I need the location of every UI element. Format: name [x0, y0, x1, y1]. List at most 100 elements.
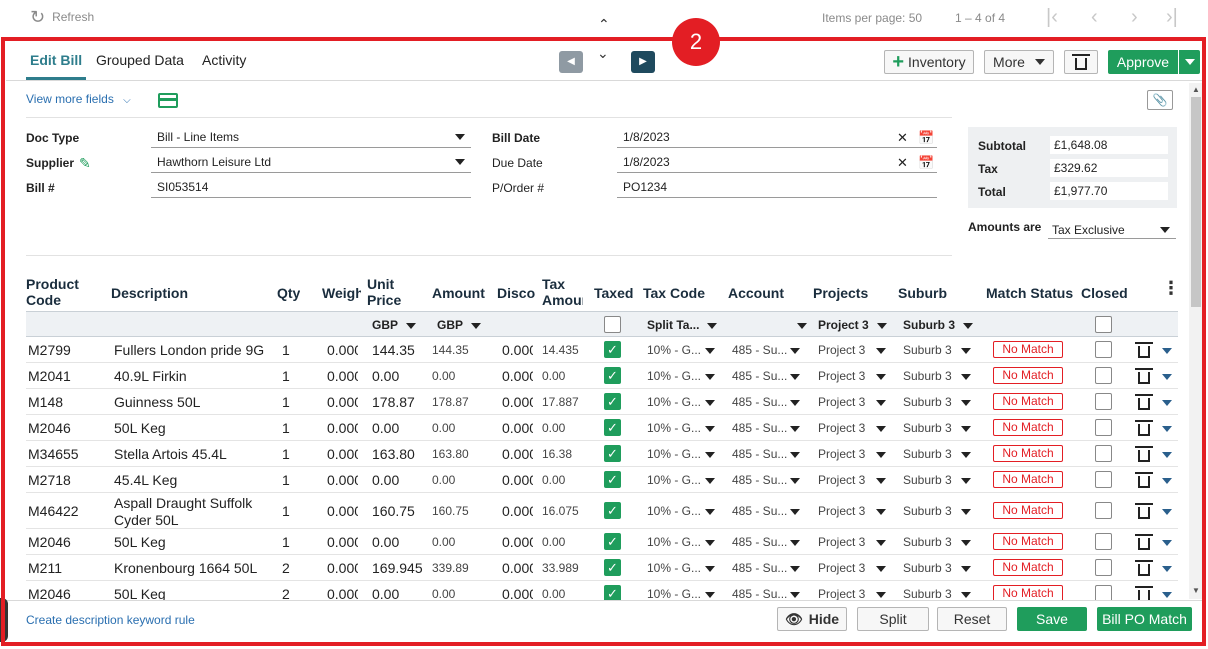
- closed-checkbox[interactable]: [1095, 533, 1112, 550]
- col-taxed[interactable]: Taxed: [594, 285, 634, 301]
- collapse-up-icon[interactable]: ⌃: [598, 16, 610, 32]
- table-row[interactable]: M2046 50L Keg 2 0.000 0.00 0.00 0.000 0.00 ✓ 10% …: [26, 581, 1178, 600]
- match-status-badge[interactable]: No Match: [993, 393, 1063, 410]
- supplier-select[interactable]: Hawthorn Leisure Ltd: [151, 151, 471, 173]
- attachment-button[interactable]: 📎: [1147, 90, 1173, 110]
- pencil-icon[interactable]: ✎: [79, 155, 91, 171]
- first-page-icon[interactable]: |‹: [1046, 6, 1058, 28]
- closed-checkbox[interactable]: [1095, 367, 1112, 384]
- col-description[interactable]: Description: [111, 285, 189, 301]
- taxed-checkbox[interactable]: ✓: [604, 533, 621, 550]
- match-status-badge[interactable]: No Match: [993, 341, 1063, 358]
- table-row[interactable]: M148 Guinness 50L 1 0.000 178.87 178.87 0.000 1…: [26, 389, 1178, 415]
- taxed-checkbox[interactable]: ✓: [604, 393, 621, 410]
- delete-row-icon[interactable]: [1135, 342, 1153, 358]
- account-select[interactable]: 485 - Su...: [732, 504, 800, 518]
- table-row[interactable]: M2046 50L Keg 1 0.000 0.00 0.00 0.000 0.00 ✓ 10% …: [26, 529, 1178, 555]
- closed-checkbox[interactable]: [1095, 341, 1112, 358]
- due-date-input[interactable]: 1/8/2023: [617, 151, 937, 173]
- expand-down-icon[interactable]: ⌄: [597, 45, 609, 61]
- delete-row-icon[interactable]: [1135, 394, 1153, 410]
- account-select[interactable]: 485 - Su...: [732, 343, 800, 357]
- reset-button[interactable]: Reset: [937, 607, 1007, 631]
- table-row[interactable]: M2046 50L Keg 1 0.000 0.00 0.00 0.000 0.00 ✓ 10% …: [26, 415, 1178, 441]
- previous-bill-button[interactable]: ◀: [559, 51, 583, 73]
- bill-po-match-button[interactable]: Bill PO Match: [1097, 607, 1192, 631]
- col-qty[interactable]: Qty: [277, 285, 301, 301]
- unit-price-currency-filter[interactable]: GBP: [372, 318, 417, 332]
- tax-code-select[interactable]: 10% - G...: [647, 587, 715, 600]
- split-button[interactable]: Split: [857, 607, 929, 631]
- tab-grouped-data[interactable]: Grouped Data: [96, 52, 184, 68]
- account-select[interactable]: 485 - Su...: [732, 447, 800, 461]
- match-status-badge[interactable]: No Match: [993, 585, 1063, 600]
- create-rule-link[interactable]: Create description keyword rule: [26, 613, 195, 627]
- suburb-select[interactable]: Suburb 3: [903, 473, 971, 487]
- items-per-page[interactable]: Items per page: 50: [822, 11, 922, 25]
- col-match-status[interactable]: Match Status: [986, 285, 1074, 301]
- prev-page-icon[interactable]: ‹: [1091, 6, 1098, 28]
- closed-checkbox[interactable]: [1095, 445, 1112, 462]
- taxed-all-checkbox[interactable]: [604, 316, 621, 333]
- taxed-checkbox[interactable]: ✓: [604, 471, 621, 488]
- suburb-filter[interactable]: Suburb 3: [903, 318, 974, 332]
- tax-code-select[interactable]: 10% - G...: [647, 447, 715, 461]
- match-status-badge[interactable]: No Match: [993, 419, 1063, 436]
- match-status-badge[interactable]: No Match: [993, 367, 1063, 384]
- tax-code-select[interactable]: 10% - G...: [647, 535, 715, 549]
- project-select[interactable]: Project 3: [818, 561, 886, 575]
- row-options-icon[interactable]: [1162, 566, 1172, 572]
- col-account[interactable]: Account: [728, 285, 784, 301]
- account-select[interactable]: 485 - Su...: [732, 473, 800, 487]
- suburb-select[interactable]: Suburb 3: [903, 421, 971, 435]
- account-select[interactable]: 485 - Su...: [732, 421, 800, 435]
- suburb-select[interactable]: Suburb 3: [903, 535, 971, 549]
- project-select[interactable]: Project 3: [818, 369, 886, 383]
- project-select[interactable]: Project 3: [818, 421, 886, 435]
- tax-code-filter[interactable]: Split Ta...: [647, 318, 718, 332]
- delete-row-icon[interactable]: [1135, 560, 1153, 576]
- scroll-down-icon[interactable]: ▼: [1192, 586, 1200, 595]
- match-status-badge[interactable]: No Match: [993, 471, 1063, 488]
- tab-activity[interactable]: Activity: [202, 52, 247, 68]
- account-select[interactable]: 485 - Su...: [732, 561, 800, 575]
- account-select[interactable]: 485 - Su...: [732, 369, 800, 383]
- amount-currency-filter[interactable]: GBP: [437, 318, 482, 332]
- next-page-icon[interactable]: ›: [1131, 6, 1138, 28]
- delete-row-icon[interactable]: [1135, 446, 1153, 462]
- clear-icon[interactable]: ✕: [897, 130, 908, 145]
- taxed-checkbox[interactable]: ✓: [604, 445, 621, 462]
- table-row[interactable]: M2718 45.4L Keg 1 0.000 0.00 0.00 0.000 0.00 ✓ 10…: [26, 467, 1178, 493]
- more-button[interactable]: More: [984, 50, 1054, 74]
- delete-row-icon[interactable]: [1135, 534, 1153, 550]
- closed-checkbox[interactable]: [1095, 559, 1112, 576]
- amounts-are-select[interactable]: Tax Exclusive: [1048, 221, 1176, 239]
- account-select[interactable]: 485 - Su...: [732, 535, 800, 549]
- suburb-select[interactable]: Suburb 3: [903, 587, 971, 600]
- suburb-select[interactable]: Suburb 3: [903, 343, 971, 357]
- bill-date-input[interactable]: 1/8/2023: [617, 126, 937, 148]
- closed-all-checkbox[interactable]: [1095, 316, 1112, 333]
- col-discount[interactable]: Discount: [497, 285, 536, 301]
- table-row[interactable]: M34655 Stella Artois 45.4L 1 0.000 163.80 163…: [26, 441, 1178, 467]
- row-options-icon[interactable]: [1162, 509, 1172, 515]
- side-handle[interactable]: [0, 598, 8, 642]
- closed-checkbox[interactable]: [1095, 502, 1112, 519]
- taxed-checkbox[interactable]: ✓: [604, 585, 621, 600]
- col-unit-price[interactable]: Unit Price: [367, 276, 402, 308]
- col-projects[interactable]: Projects: [813, 285, 869, 301]
- tax-code-select[interactable]: 10% - G...: [647, 343, 715, 357]
- projects-filter[interactable]: Project 3: [818, 318, 887, 332]
- tax-code-select[interactable]: 10% - G...: [647, 504, 715, 518]
- closed-checkbox[interactable]: [1095, 471, 1112, 488]
- account-filter[interactable]: [789, 318, 807, 332]
- match-status-badge[interactable]: No Match: [993, 559, 1063, 576]
- doc-type-select[interactable]: Bill - Line Items: [151, 126, 471, 148]
- view-more-fields-link[interactable]: View more fields ⌵: [26, 92, 131, 106]
- tab-edit-bill[interactable]: Edit Bill: [30, 52, 83, 68]
- clear-icon[interactable]: ✕: [897, 155, 908, 170]
- delete-row-icon[interactable]: [1135, 420, 1153, 436]
- delete-row-icon[interactable]: [1135, 503, 1153, 519]
- table-row[interactable]: M2799 Fullers London pride 9G 1 0.000 144.35…: [26, 337, 1178, 363]
- hide-button[interactable]: 👁 Hide: [777, 607, 847, 631]
